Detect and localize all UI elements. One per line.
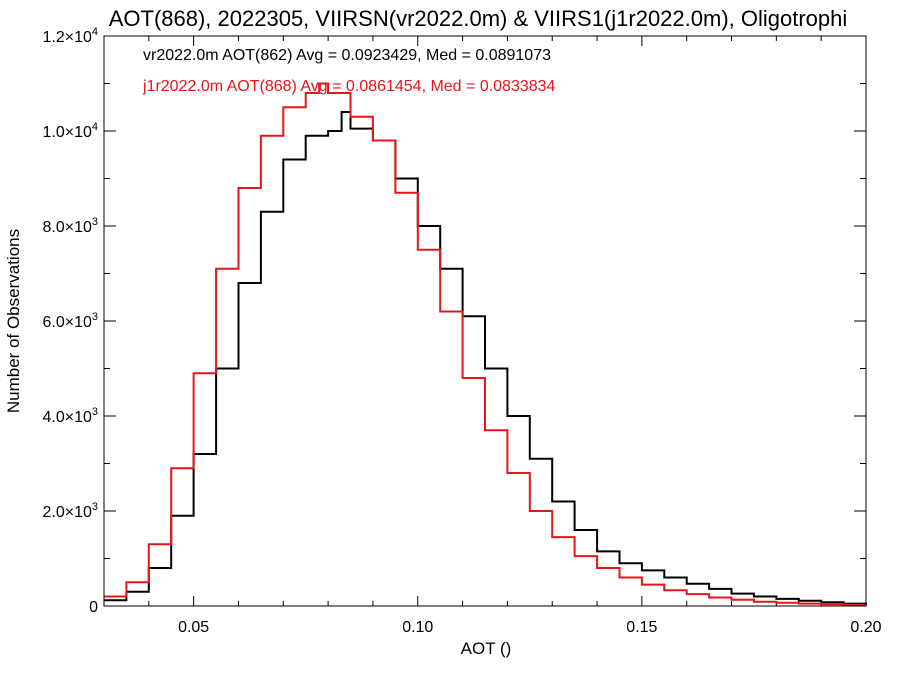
y-tick-label: 1.2×104 — [42, 26, 98, 46]
histogram-series — [104, 82, 867, 606]
y-tick-labels: 0 2.0×103 4.0×103 6.0×103 8.0×103 1.0×104 1.2×… — [42, 26, 98, 616]
y-tick-label: 1.0×104 — [42, 121, 98, 141]
legend-entry-1: vr2022.0m AOT(862) Avg = 0.0923429, Med … — [143, 47, 551, 64]
legend-entry-2: j1r2022.0m AOT(868) Avg = 0.0861454, Med… — [142, 78, 556, 95]
y-tick-label: 4.0×103 — [42, 406, 98, 426]
y-axis-label: Number of Observations — [4, 229, 23, 413]
y-tick-label: 2.0×103 — [42, 501, 98, 521]
y-tick-label: 8.0×103 — [42, 216, 98, 236]
histogram-line-1 — [104, 111, 867, 605]
x-tick-label: 0.20 — [850, 619, 881, 636]
y-tick-label: 6.0×103 — [42, 311, 98, 331]
x-tick-label: 0.05 — [178, 619, 209, 636]
histogram-line-2 — [104, 82, 867, 606]
plot-frame — [103, 35, 867, 607]
x-axis-label: AOT () — [461, 639, 512, 658]
x-tick-label: 0.15 — [626, 619, 657, 636]
x-tick-labels: 0.05 0.10 0.15 0.20 — [178, 619, 882, 636]
chart-title: AOT(868), 2022305, VIIRSN(vr2022.0m) & V… — [109, 6, 848, 31]
x-tick-label: 0.10 — [402, 619, 433, 636]
y-tick-label: 0 — [89, 599, 98, 616]
